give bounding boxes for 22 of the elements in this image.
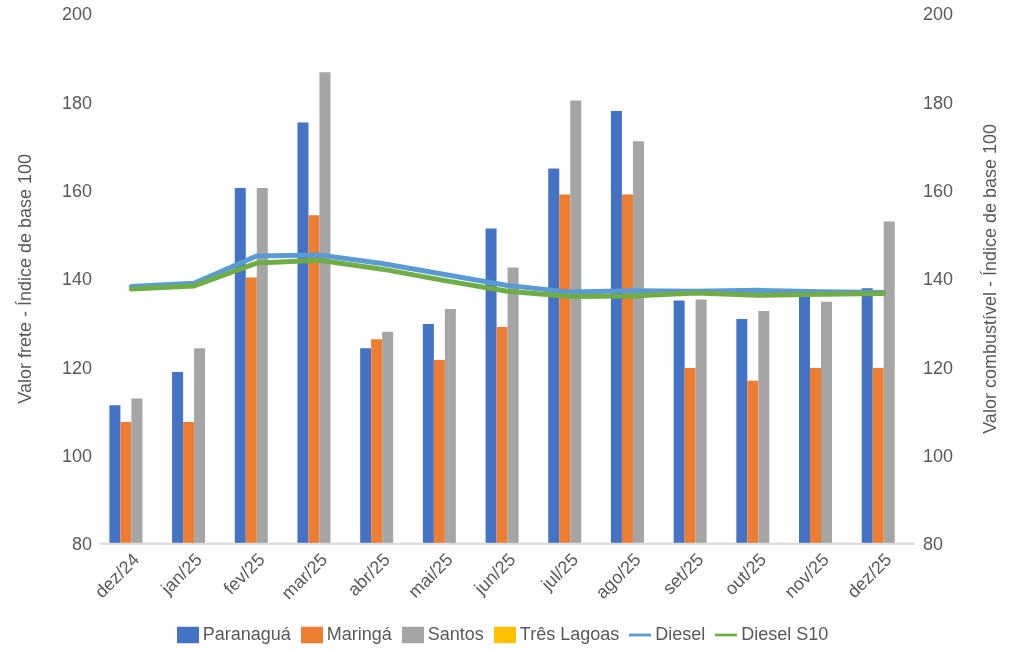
y2-tick-label: 140 — [923, 269, 954, 290]
y2-tick-label: 100 — [923, 445, 954, 466]
y-axis-title: Valor frete - Índice de base 100 — [15, 153, 36, 404]
legend-label: Diesel S10 — [741, 623, 829, 644]
legend-label: Três Lagoas — [519, 623, 620, 644]
y-tick-label: 120 — [61, 357, 92, 378]
legend-label: Santos — [427, 623, 484, 644]
y2-tick-label: 200 — [923, 4, 954, 25]
legend-label: Diesel — [655, 623, 706, 644]
y-tick-label: 80 — [71, 534, 92, 555]
y-tick-label: 160 — [61, 180, 92, 201]
y-tick-label: 180 — [61, 92, 92, 113]
y-tick-label: 140 — [61, 269, 92, 290]
legend-label: Paranaguá — [202, 623, 291, 644]
legend-label: Maringá — [326, 623, 392, 644]
y2-axis-title: Valor combustível - Índice de base 100 — [980, 123, 1001, 434]
y2-tick-label: 120 — [923, 357, 954, 378]
y2-tick-label: 80 — [923, 534, 944, 555]
y2-tick-label: 160 — [923, 180, 954, 201]
y2-tick-label: 180 — [923, 92, 954, 113]
y-tick-label: 100 — [61, 445, 92, 466]
y-tick-label: 200 — [61, 4, 92, 25]
